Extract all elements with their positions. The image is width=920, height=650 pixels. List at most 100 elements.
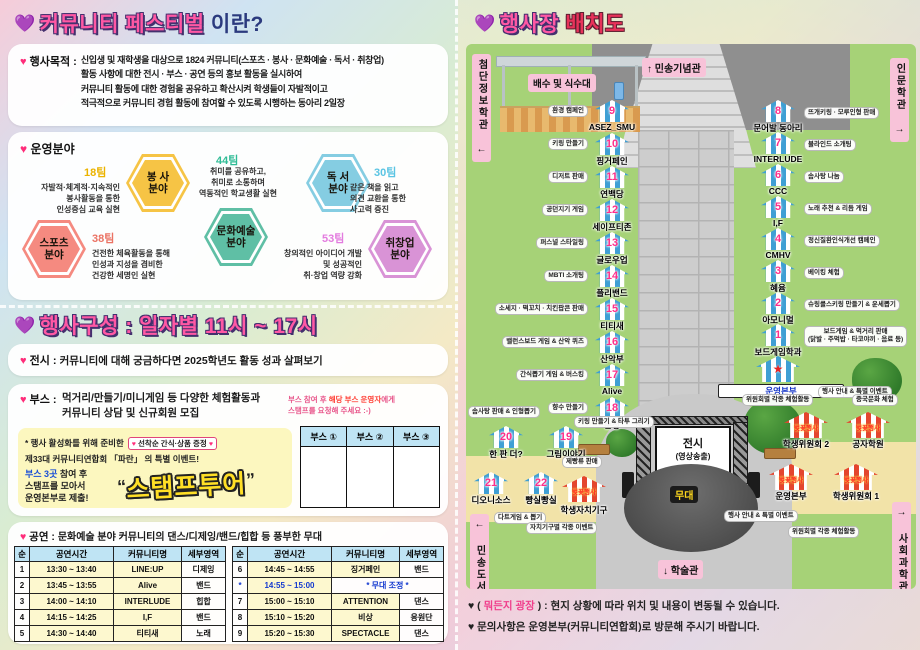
booth-line1: 먹거리/만들기/미니게임 등 다양한 체험활동과 — [62, 392, 261, 404]
booth-name: Alive — [601, 386, 623, 396]
perf-table-cell: 14:45 ~ 14:55 — [247, 561, 332, 578]
stamp-table-cell — [392, 446, 441, 508]
booth-activity-label: 디저트 판매 — [548, 171, 588, 184]
perf-table-cell: 8 — [232, 609, 248, 626]
booth-name: 한 판 더? — [489, 449, 523, 459]
performance-label-text: 공연 — [29, 531, 49, 543]
booth-colon: : — [49, 394, 57, 406]
heart-icon: ♥ — [20, 394, 27, 406]
tent-flag-label: 벚꽃행사 — [844, 477, 868, 484]
perf-table-cell: 2 — [14, 577, 30, 594]
booth-name: 공자학원 — [852, 439, 884, 449]
note-part: ♥ 문의사항은 운영본부(커뮤니티연합회)로 방문해 주시기 바랍니다. — [468, 621, 760, 633]
booth-number: 4 — [774, 233, 782, 245]
heart-icon: ♥ — [131, 441, 136, 448]
perf-table-cell: 15:10 ~ 15:20 — [247, 609, 332, 626]
performance-colon: : — [48, 531, 58, 543]
hexagon-fill — [132, 160, 184, 206]
booth-11-tent: 11 — [595, 166, 629, 188]
shelter-post — [635, 65, 638, 127]
perf-table-cell: 7 — [232, 593, 248, 610]
purpose-line: 적극적으로 커뮤니티 경험 활동에 참여할 수 있도록 시행하는 동아리 2일장 — [80, 98, 345, 109]
note-line-2: ♥ 문의사항은 운영본부(커뮤니티연합회)로 방문해 주시기 바랍니다. — [468, 617, 916, 638]
team-count: 38팀 — [92, 233, 115, 245]
venue-map: 배수 및 식수대 ↑ 민송기념관 첨단정보학관 ← 인문학관 → ← 민송도서관… — [466, 44, 916, 589]
perf-table-cell: 14:55 ~ 15:00 — [247, 577, 332, 594]
perf-table-cell: 14:15 ~ 14:25 — [29, 609, 114, 626]
booth-17-tent: 17 — [595, 364, 629, 386]
booth-3-tent: 3 — [761, 260, 795, 282]
booth-label: ♥ 부스 : — [20, 391, 57, 407]
tree — [606, 429, 638, 457]
field-desc: 취미를 공유하고, 취미로 소통하며 역동적인 학교생활 실현 — [198, 167, 278, 199]
booth-number: 1 — [774, 329, 782, 341]
booth-name: 학생위원회 1 — [832, 491, 880, 501]
perf-table-cell: 비상 — [331, 609, 400, 626]
team-count: 53팀 — [322, 233, 345, 245]
stage-platform — [624, 464, 758, 552]
field-hexagon: 스포츠 분야 — [22, 220, 86, 278]
perf-table-header: 커뮤니티명 — [113, 546, 182, 562]
perf-table-cell: LINE:UP — [113, 561, 182, 578]
field-desc: 같은 책을 읽고 의견 교환을 통한 사고력 증진 — [350, 183, 406, 215]
booth-activity-label: 슈링클스키링 만들기 & 운세뽑기 — [804, 299, 900, 312]
booth-activity-label: 솜사탕 판매 & 인형뽑기 — [468, 406, 540, 419]
purpose-label: ♥ 행사목적 : — [20, 53, 77, 111]
tent-flag-label: 벚꽃행사 — [856, 425, 880, 432]
screen-subtext: (영상송출) — [675, 452, 711, 461]
booth-2-tent: 2 — [761, 292, 795, 314]
note-line-1: ♥ ( 뭐든지 광장 ) : 현지 상황에 따라 위치 및 내용이 변동될 수 … — [468, 596, 916, 617]
field-hexagon: 봉 사 분야 — [126, 154, 190, 212]
booth-activity-label: 제빵류 판매 — [562, 456, 602, 469]
booth-number: 3 — [774, 265, 782, 277]
booth-section: ♥ 부스 : 먹거리/만들기/미니게임 등 다양한 체험활동과 커뮤니티 상담 … — [8, 384, 448, 516]
booth-activity-label: 솜사탕 나눔 — [804, 171, 844, 184]
booth-activity-label: 키링 만들기 & 타투 그리기 — [574, 416, 654, 429]
fields-section: ♥ 운영분야 봉 사 분야 18팀 자발적·체계적·지속적인 봉사활동을 통한 인성… — [8, 132, 448, 300]
perf-table-cell: 13:45 ~ 13:55 — [29, 577, 114, 594]
purpose-label-text: 행사목적 — [29, 56, 71, 68]
booth-name: 아모니멀 — [762, 315, 794, 325]
booth-name: 학생위원회 2 — [782, 439, 830, 449]
booth-number: 18 — [605, 402, 619, 414]
perf-table-cell: 14:30 ~ 14:40 — [29, 625, 114, 642]
performance-section: ♥ 공연 : 문화예술 분야 커뮤니티의 댄스/디제잉/밴드/힙합 등 풍부한 … — [8, 522, 448, 644]
booth-number: 17 — [605, 369, 619, 381]
booth-activity-label: 베이킹 체험 — [804, 267, 844, 280]
booth-number: 16 — [605, 336, 619, 348]
booth-activity-label: 소세지 · 떡꼬치 · 치킨팝콘 판매 — [494, 303, 588, 316]
booth-number: 13 — [605, 237, 619, 249]
building-label-minsong-memorial: ↑ 민송기념관 — [642, 58, 706, 77]
perf-table-cell: 댄스 — [399, 593, 444, 610]
perf-table-cell: 티티새 — [113, 625, 182, 642]
note-part: 부스 참여 후 — [288, 395, 329, 404]
note-part: 스탬프를 요청해 주세요 :-) — [288, 406, 371, 416]
fields-label: ♥ 운영분야 — [20, 140, 75, 157]
booth-name: CMHV — [765, 250, 791, 260]
note-emphasis: 뭐든지 광장 — [483, 600, 535, 612]
building-label-haksul-hall: ↓ 학술관 — [658, 560, 704, 579]
booth-14-tent: 14 — [595, 265, 629, 287]
booth-name: 산악부 — [600, 354, 624, 364]
schedule-title-suffix: : 일자별 11시 ~ 17시 — [118, 315, 318, 338]
perf-table-cell: 5 — [14, 625, 30, 642]
booth-10-tent: 10 — [595, 133, 629, 155]
stamp-table-header: 부스 ② — [346, 426, 394, 447]
field-name: 봉 사 분야 — [146, 170, 170, 195]
heart-icon: ♥ — [208, 441, 214, 448]
booth-name: 보드게임학과 — [754, 347, 802, 357]
booth-activity-label: 간식뽑기 게임 & 버스킹 — [516, 369, 588, 382]
booth-label-text: 부스 — [29, 394, 50, 406]
perf-table-header: 순 — [14, 546, 30, 562]
water-station-label: 배수 및 식수대 — [528, 74, 596, 92]
special-event-box: * 행사 활성화를 위해 준비한 ♥ 선착순 간식·상품 증정 ♥ 제33대 커뮤… — [18, 428, 292, 508]
field-hexagon: 문화예술 분야 — [204, 208, 268, 266]
perf-table-header: 공연시간 — [247, 546, 332, 562]
perf-table-cell: * — [232, 577, 248, 594]
booth-name: 운영본부 — [775, 491, 807, 501]
booth-name: ASEZ_SMU — [588, 122, 636, 132]
booth-activity-label: 키링 만들기 — [548, 138, 588, 151]
booth-number: 19 — [559, 431, 573, 443]
left-page-title: 💜 커뮤니티 페스티벌 이란? — [14, 8, 264, 38]
heart-icon: ♥ — [20, 142, 28, 156]
